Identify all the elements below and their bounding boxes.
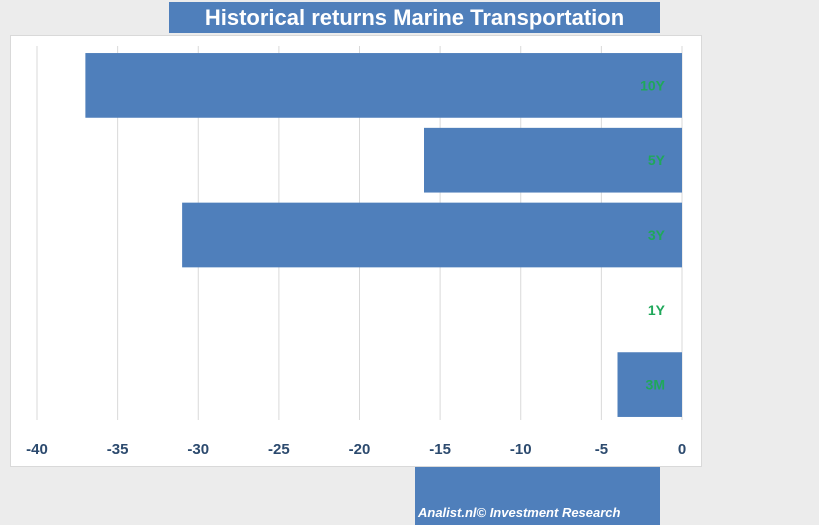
bar-10y — [85, 53, 682, 118]
x-tick-label: 0 — [678, 441, 686, 458]
x-tick-label: -25 — [268, 441, 290, 458]
x-tick-label: -10 — [510, 441, 532, 458]
x-tick-label: -30 — [187, 441, 209, 458]
x-tick-label: -40 — [26, 441, 48, 458]
bar-3y — [182, 202, 682, 268]
x-tick-label: -5 — [595, 441, 608, 458]
bar-3m — [617, 352, 682, 417]
footer-credit: Analist.nl© Investment Research — [418, 505, 621, 520]
footer-banner — [415, 467, 660, 525]
category-label: 3Y — [648, 227, 666, 243]
category-label: 1Y — [648, 302, 666, 318]
category-label: 3M — [646, 377, 665, 393]
bar-5y — [424, 127, 682, 193]
chart-title: Historical returns Marine Transportation — [169, 2, 660, 33]
x-tick-label: -35 — [107, 441, 129, 458]
x-tick-label: -20 — [349, 441, 371, 458]
x-tick-label: -15 — [429, 441, 451, 458]
category-label: 10Y — [640, 77, 666, 93]
category-label: 5Y — [648, 152, 666, 168]
